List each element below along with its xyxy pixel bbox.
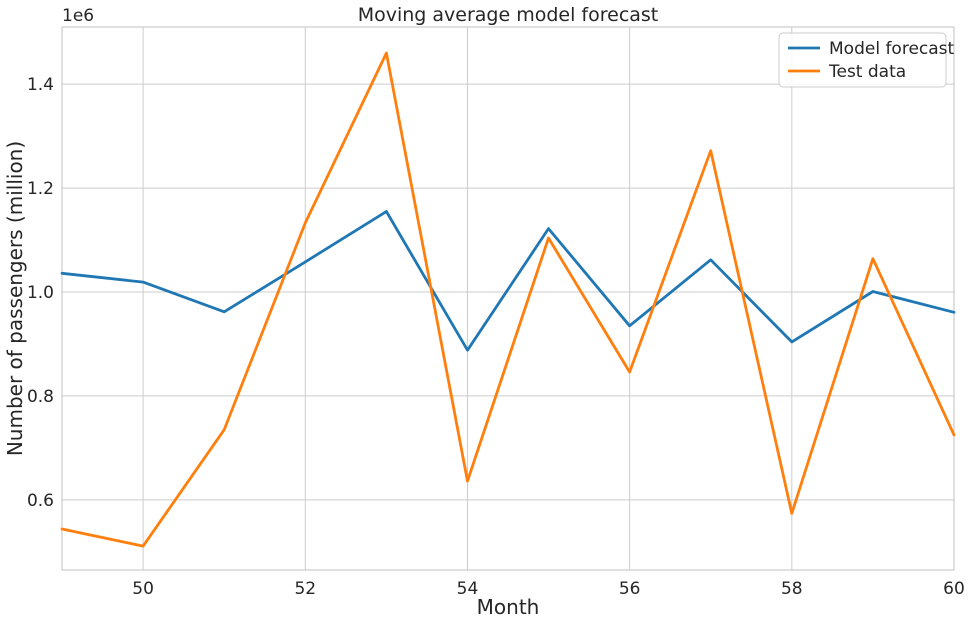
- series-line-model-forecast: [60, 210, 956, 352]
- y-axis-label: Number of passengers (million): [3, 141, 27, 456]
- x-tick-label: 52: [294, 579, 316, 599]
- legend-label: Model forecast: [829, 39, 955, 59]
- chart-title: Moving average model forecast: [358, 4, 659, 26]
- series-layer: [60, 51, 956, 548]
- x-tick-label: 58: [781, 579, 803, 599]
- y-tick-label: 1.0: [27, 283, 54, 303]
- x-tick-label: 50: [132, 579, 154, 599]
- x-tick-label: 60: [943, 579, 965, 599]
- x-tick-labels: 50 52 54 56 58 60: [132, 579, 965, 599]
- legend: Model forecast Test data: [778, 32, 955, 88]
- y-tick-label: 0.6: [27, 491, 54, 511]
- y-axis-offset-label: 1e6: [62, 6, 94, 26]
- x-tick-label: 54: [457, 579, 479, 599]
- plot-frame: [61, 26, 955, 571]
- y-tick-labels: 0.6 0.8 1.0 1.2 1.4: [27, 75, 54, 511]
- legend-box: [778, 32, 947, 88]
- x-axis-label: Month: [477, 595, 540, 619]
- legend-label: Test data: [828, 62, 906, 82]
- x-tick-label: 56: [619, 579, 641, 599]
- y-tick-label: 0.8: [27, 387, 54, 407]
- y-tick-label: 1.2: [27, 179, 54, 199]
- series-line-test-data: [60, 51, 956, 548]
- y-tick-label: 1.4: [27, 75, 54, 95]
- grid: [62, 27, 955, 570]
